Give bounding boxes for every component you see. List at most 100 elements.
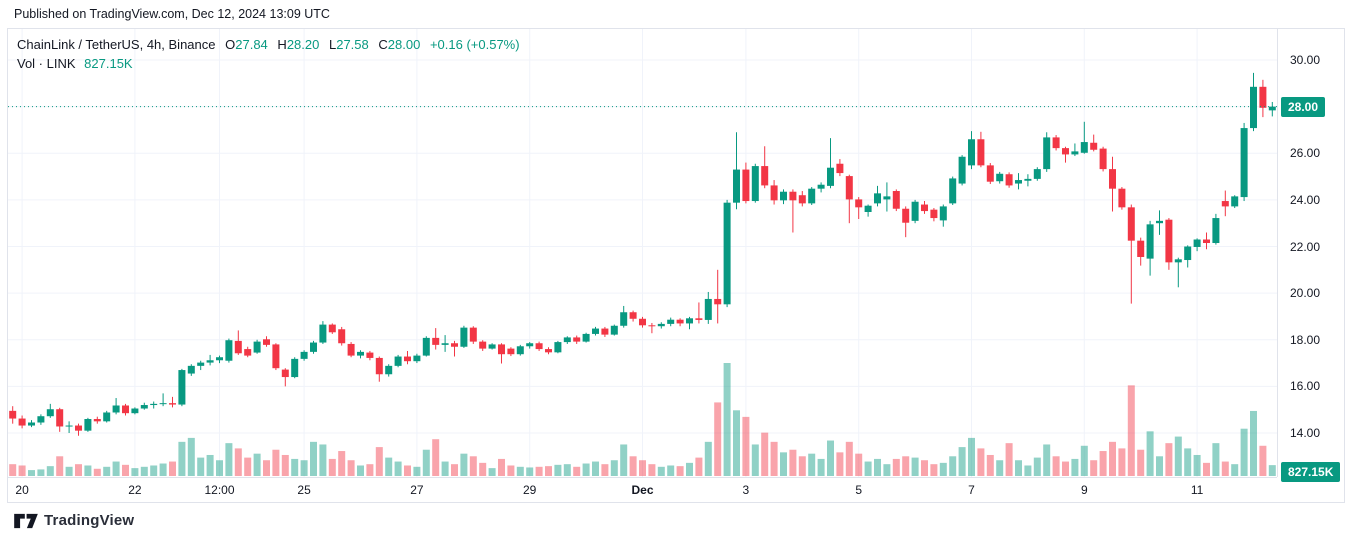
time-axis-label: 29 (523, 483, 537, 497)
volume-bar (855, 453, 863, 476)
candle-body (291, 358, 299, 378)
candle-body (742, 169, 750, 202)
volume-bar (122, 464, 129, 476)
open-value: 27.84 (235, 37, 268, 52)
candle-body (827, 167, 834, 186)
time-axis-label: 20 (15, 483, 29, 497)
candle-body (300, 351, 308, 359)
volume-bar (9, 464, 17, 476)
candle-body (545, 349, 552, 353)
volume-bar (131, 468, 139, 476)
volume-bar (385, 457, 393, 476)
volume-layer (9, 363, 1276, 476)
volume-bar (676, 466, 684, 476)
volume-bar (488, 468, 496, 476)
volume-bar (1127, 385, 1135, 476)
candle-body (1015, 180, 1022, 184)
candle-body (18, 418, 26, 426)
time-axis-label: 3 (742, 483, 750, 497)
volume-bar (187, 437, 195, 476)
volume-bar (808, 453, 816, 476)
volume-bar (1231, 464, 1239, 476)
price-axis-label: 16.00 (1290, 379, 1321, 394)
volume-bar (629, 456, 637, 476)
volume-bar (28, 470, 35, 476)
candle-body (65, 425, 73, 427)
volume-bar (1193, 454, 1201, 476)
candle-body (1184, 246, 1192, 261)
candle-body (422, 337, 430, 356)
volume-bar (112, 461, 120, 476)
candle-body (582, 333, 590, 342)
volume-bar (986, 454, 994, 476)
volume-bar (338, 451, 346, 476)
candle-body (488, 344, 496, 349)
time-axis-label: 9 (1080, 483, 1088, 497)
chart-legend[interactable]: ChainLink / TetherUS, 4h, Binance O27.84… (17, 35, 520, 73)
candle-body (1250, 86, 1257, 129)
time-axis[interactable]: 20 22 12:00 25 27 29 Dec 3 5 7 9 11 (8, 477, 1277, 502)
candle-body (930, 209, 938, 219)
volume-bar (714, 402, 722, 476)
volume-bar (1165, 443, 1173, 476)
volume-bar (817, 458, 825, 476)
candle-body (178, 370, 186, 405)
publish-text: Published on TradingView.com, Dec 12, 20… (14, 7, 330, 21)
volume-bar (883, 464, 891, 476)
time-axis-label: 12:00 (204, 483, 235, 497)
candle-body (1033, 169, 1041, 179)
volume-bar (498, 458, 505, 476)
candle-body (986, 165, 994, 182)
candle-body (1156, 220, 1163, 224)
candle-body (977, 139, 985, 166)
volume-bar (1118, 448, 1126, 476)
candle-body (28, 422, 35, 426)
volume-bar (65, 466, 73, 476)
candle-body (855, 199, 863, 208)
symbol-title: ChainLink / TetherUS, 4h, Binance (17, 37, 216, 52)
volume-bar (733, 410, 740, 476)
candle-body (601, 328, 609, 335)
volume-bar (18, 465, 26, 476)
candle-body (573, 337, 581, 342)
volume-bar (1240, 428, 1248, 476)
volume-bar (695, 457, 703, 476)
candle-body (921, 204, 928, 212)
candle-body (892, 191, 900, 209)
volume-bar (573, 466, 581, 476)
price-chart-canvas[interactable] (8, 29, 1277, 477)
volume-bar (535, 466, 543, 476)
candle-body (1231, 196, 1239, 207)
volume-bar (1071, 458, 1079, 476)
candle-body (263, 339, 270, 345)
volume-bar (422, 449, 430, 476)
tradingview-logo-icon[interactable] (13, 512, 39, 530)
volume-bar (225, 443, 233, 476)
volume-bar (1080, 445, 1088, 476)
volume-bar (1109, 441, 1116, 476)
time-axis-label: 25 (297, 483, 311, 497)
volume-bar (441, 461, 449, 476)
volume-bar (1268, 465, 1276, 476)
volume-bar (921, 460, 928, 476)
candle-body (648, 325, 656, 327)
volume-bar (1015, 460, 1022, 476)
current-price-badge: 28.00 (1281, 96, 1326, 117)
volume-bar (234, 448, 242, 476)
volume-bar (328, 458, 336, 476)
volume-bar (836, 452, 844, 476)
grid-layer (8, 29, 1277, 477)
price-axis[interactable]: 28.00 827.15K 30.00 26.00 24.00 22.00 20.00 1… (1277, 29, 1345, 482)
candle-body (723, 202, 731, 305)
candle-body (46, 409, 54, 417)
candle-body (1203, 239, 1210, 244)
volume-bar (197, 457, 205, 476)
brand-text[interactable]: TradingView (44, 512, 135, 529)
candle-body (441, 343, 449, 345)
candle-body (394, 356, 402, 366)
price-axis-label: 30.00 (1290, 53, 1321, 67)
volume-bar (751, 444, 759, 476)
volume-bar (291, 458, 299, 476)
candle-body (996, 173, 1004, 182)
volume-bar (507, 465, 515, 476)
